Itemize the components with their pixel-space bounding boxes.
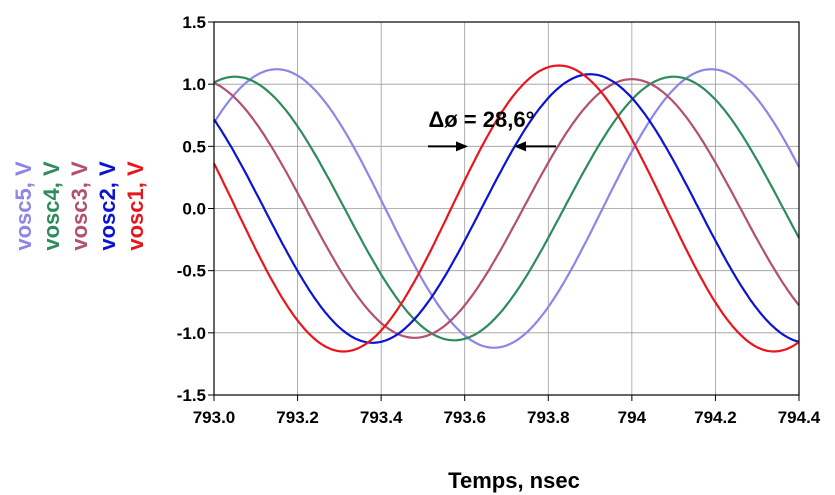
plot-frame [213, 21, 800, 396]
y-series-label: vosc5, V [11, 161, 36, 251]
x-tick-label: 794.2 [694, 408, 737, 427]
y-tick-label: 1.5 [182, 13, 206, 32]
y-series-label: vosc4, V [39, 161, 64, 251]
phase-shift-annotation: Δø = 28,6° [428, 107, 556, 152]
y-tick-label: 1.0 [182, 75, 206, 94]
arrowhead-left [514, 141, 526, 152]
arrowhead-right [456, 141, 468, 152]
y-tick-label: 0.5 [182, 137, 206, 156]
y-tick-label: 0.0 [182, 200, 206, 219]
series-layer [213, 64, 800, 353]
y-tick-label: -0.5 [177, 262, 206, 281]
y-axis-series-labels: vosc1, Vvosc2, Vvosc3, Vvosc4, Vvosc5, V [11, 161, 148, 251]
y-tick-labels: 1.5 1.0 0.5 0.0 -0.5 -1.0 -1.5 [177, 13, 206, 405]
series-line-vosc2 [213, 73, 800, 344]
x-tick-label: 793.4 [360, 408, 403, 427]
series-line-vosc4 [213, 75, 800, 342]
x-tick-labels: 793.0 793.2 793.4 793.6 793.8 794 794.2 794.4 [193, 408, 821, 427]
x-tick-label: 793.8 [527, 408, 570, 427]
x-tick-label: 793.0 [193, 408, 236, 427]
x-tick-label: 794 [618, 408, 647, 427]
y-series-label: vosc1, V [123, 161, 148, 251]
series-line-vosc5 [213, 68, 800, 349]
x-tick-label: 793.2 [276, 408, 319, 427]
y-series-label: vosc3, V [67, 161, 92, 251]
y-tick-label: -1.5 [177, 386, 206, 405]
annotation-text: Δø = 28,6° [428, 107, 534, 132]
grid [208, 21, 800, 401]
y-series-label: vosc2, V [95, 161, 120, 251]
series-line-vosc3 [213, 78, 800, 339]
series-line-vosc1 [213, 64, 800, 353]
x-axis-title: Temps, nsec [448, 468, 580, 493]
y-tick-label: -1.0 [177, 324, 206, 343]
x-tick-label: 793.6 [443, 408, 486, 427]
x-tick-label: 794.4 [778, 408, 821, 427]
